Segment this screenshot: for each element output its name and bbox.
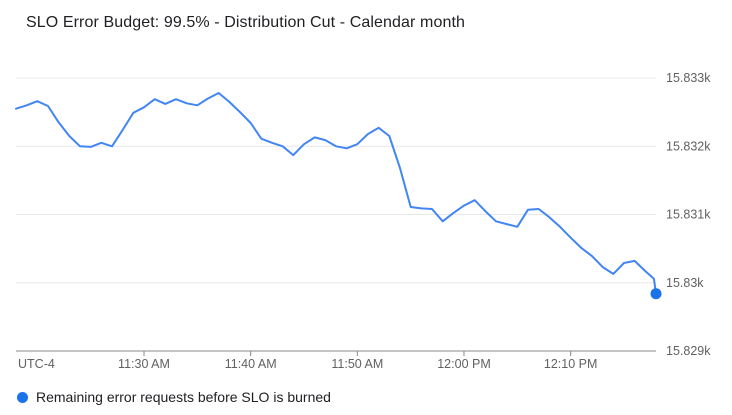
chart-plot-area[interactable]: 15.829k 15.83k 15.831k 15.832k 15.833k 11:30 …: [0, 40, 732, 380]
y-axis-tick-label: 15.832k: [666, 139, 711, 153]
series-line: [15, 92, 657, 295]
y-axis-tick-label: 15.831k: [666, 208, 711, 222]
y-axis-tick-label: 15.833k: [666, 71, 711, 85]
x-axis-tick-label: 12:00 PM: [437, 357, 491, 371]
chart-title: SLO Error Budget: 99.5% - Distribution C…: [26, 14, 465, 31]
x-axis-tick-label: 11:50 AM: [331, 357, 383, 371]
x-axis-tick-label: 11:40 AM: [225, 357, 277, 371]
legend-item[interactable]: Remaining error requests before SLO is b…: [17, 388, 331, 406]
legend-series-marker-icon: [17, 391, 28, 403]
x-axis-tick-label: 12:10 PM: [544, 357, 598, 371]
y-axis-tick-label: 15.829k: [666, 344, 711, 358]
x-axis-tick-label: 11:30 AM: [118, 357, 170, 371]
series-end-point[interactable]: [650, 288, 662, 300]
utc-offset-label: UTC-4: [18, 357, 55, 371]
y-axis-tick-label: 15.83k: [666, 276, 704, 290]
legend-series-label: Remaining error requests before SLO is b…: [36, 389, 331, 405]
